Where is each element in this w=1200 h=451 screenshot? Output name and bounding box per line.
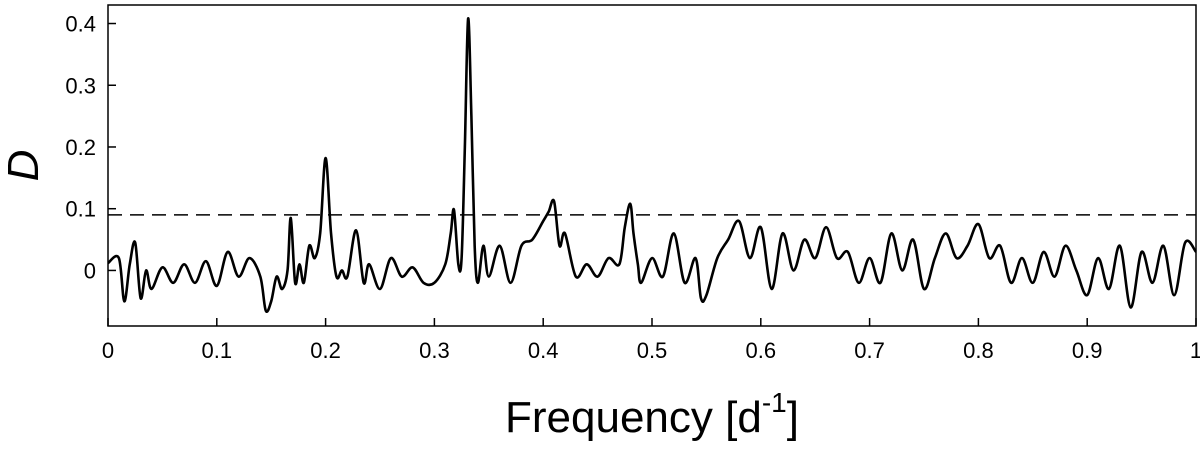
y-tick-label: 0.4 [65,12,96,37]
y-axis-ticks: 0 0.1 0.2 0.3 0.4 [65,12,116,283]
plot-frame [107,4,1197,327]
x-axis-label-suffix: ] [787,393,799,442]
x-axis-label-main: Frequency [d [505,393,762,442]
x-tick-label: 0.8 [963,338,994,363]
x-tick-label: 0.2 [310,338,341,363]
x-tick-label: 0 [102,338,114,363]
x-tick-label: 0.1 [202,338,233,363]
y-tick-label: 0.2 [65,135,96,160]
x-axis-label-superscript: -1 [762,387,787,418]
x-tick-label: 0.6 [746,338,777,363]
series-line-0 [107,17,1198,313]
x-tick-label: 0.3 [419,338,450,363]
y-axis-label: D [0,150,48,182]
y-tick-label: 0 [84,258,96,283]
x-tick-label: 1 [1190,338,1200,363]
x-tick-label: 0.4 [528,338,559,363]
x-axis-label: Frequency [d-1] [505,387,799,442]
y-tick-label: 0.1 [65,197,96,222]
x-axis-ticks: 0 0.1 0.2 0.3 0.4 0.5 0.6 0.7 0.8 0.9 1 [102,318,1200,363]
x-tick-label: 0.7 [854,338,885,363]
series-layer [107,17,1198,313]
x-tick-label: 0.5 [637,338,668,363]
x-tick-label: 0.9 [1072,338,1103,363]
y-tick-label: 0.3 [65,73,96,98]
